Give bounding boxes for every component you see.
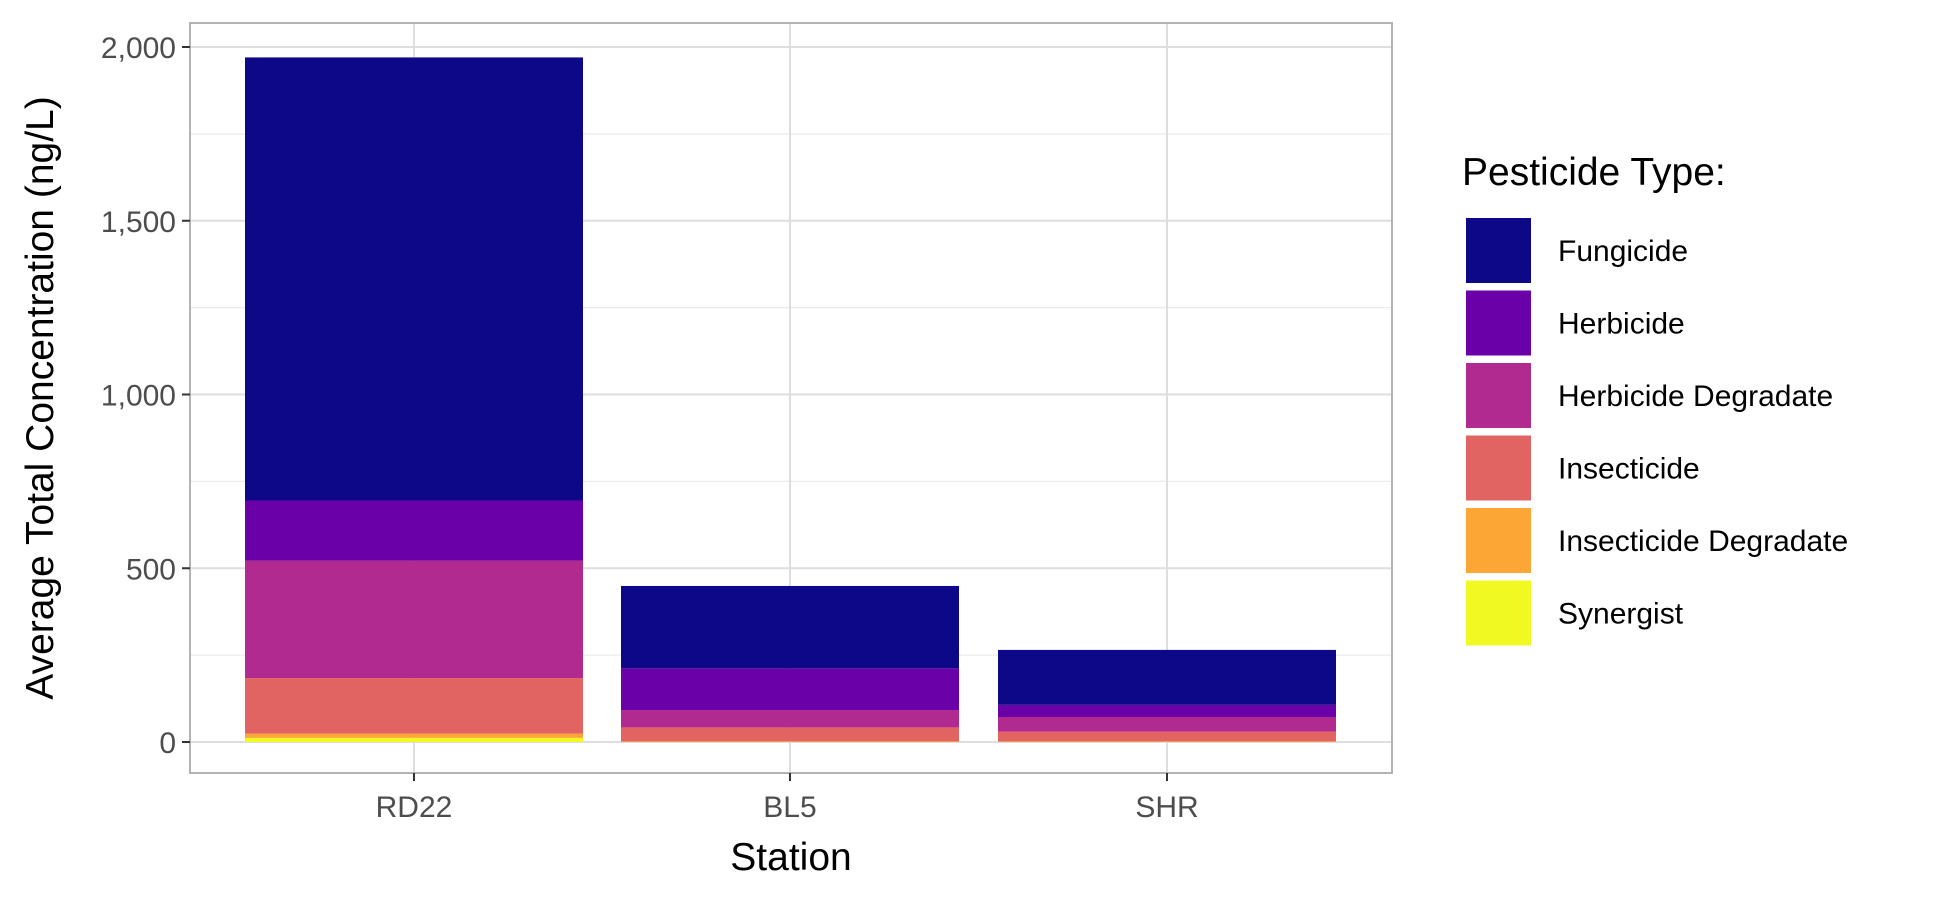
bar-segment (998, 741, 1336, 742)
x-tick-label: RD22 (376, 791, 453, 824)
legend-label: Insecticide (1558, 453, 1700, 486)
bar-segment (621, 668, 959, 711)
legend-swatch (1466, 218, 1531, 283)
bar-segment (621, 585, 959, 669)
x-tick-label: SHR (1135, 791, 1198, 824)
y-tick-label: 500 (126, 553, 176, 586)
bar-segment (245, 733, 583, 738)
y-tick-label: 0 (159, 727, 176, 760)
y-axis-title: Average Total Concentration (ng/L) (19, 96, 62, 699)
legend-label: Fungicide (1558, 235, 1688, 268)
y-tick-label: 1,000 (101, 380, 176, 413)
legend-title: Pesticide Type: (1462, 151, 1726, 194)
y-axis: 0 500 1,000 1,500 2,000 (101, 32, 190, 760)
legend-label: Insecticide Degradate (1558, 525, 1848, 558)
legend-swatch (1466, 290, 1531, 356)
x-axis-title: Station (730, 836, 851, 879)
bar-segment (998, 704, 1336, 717)
legend-label: Synergist (1558, 598, 1684, 631)
bar-segment (621, 741, 959, 742)
legend-label: Herbicide Degradate (1558, 380, 1833, 413)
y-tick-label: 2,000 (101, 32, 176, 65)
legend-swatch (1466, 580, 1531, 646)
bar-segment (245, 737, 583, 742)
legend-swatch (1466, 363, 1531, 428)
y-tick-label: 1,500 (101, 206, 176, 239)
bars (245, 57, 1336, 742)
bar-segment (998, 731, 1336, 742)
legend-swatch (1466, 508, 1531, 573)
x-axis: RD22 BL5 SHR (376, 773, 1199, 824)
bar-segment (245, 678, 583, 734)
legend-label: Herbicide (1558, 308, 1685, 341)
bar-segment (245, 57, 583, 501)
legend-swatch (1466, 435, 1531, 501)
legend: Pesticide Type: Fungicide Herbicide Herbic… (1462, 151, 1848, 646)
bar-segment (998, 649, 1336, 705)
bar-segment (621, 710, 959, 728)
bar-segment (998, 716, 1336, 732)
bar-segment (245, 500, 583, 561)
x-tick-label: BL5 (763, 791, 816, 824)
bar-segment (621, 727, 959, 742)
bar-segment (245, 560, 583, 679)
